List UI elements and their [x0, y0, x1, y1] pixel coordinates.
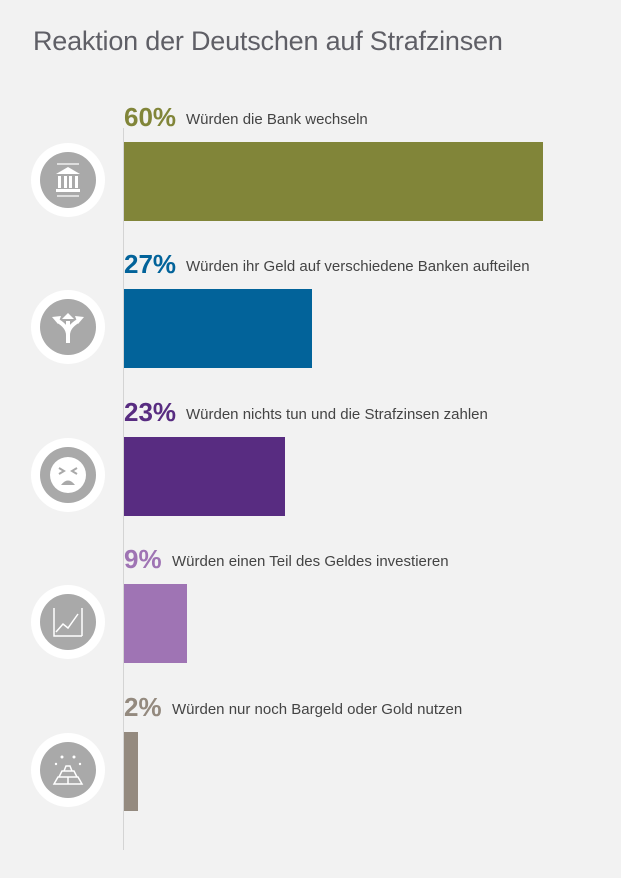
icon-badge [31, 290, 105, 364]
percent-label: 60% [124, 102, 177, 132]
bar [124, 142, 543, 221]
percent-label: 9% [124, 544, 162, 574]
bar-row: 9% Würden einen Teil des Geldes investier… [0, 544, 621, 684]
gold-bars-icon [52, 755, 84, 785]
bar [124, 289, 313, 368]
bar-row: 23% Würden nichts tun und die Strafzinsen… [0, 397, 621, 537]
bar [124, 437, 285, 516]
icon-badge [31, 438, 105, 512]
bar-row: 27% Würden ihr Geld auf verschiedene Bank… [0, 249, 621, 389]
category-label: Würden nichts tun und die Strafzinsen za… [186, 406, 488, 423]
investment-chart-icon [53, 608, 83, 637]
icon-badge [31, 585, 105, 659]
bar-row: 60% Würden die Bank wechseln [0, 102, 621, 242]
icon-badge [31, 143, 105, 217]
bar [124, 584, 187, 663]
bar [124, 732, 138, 811]
category-label: Würden ihr Geld auf verschiedene Banken … [186, 258, 530, 275]
category-label: Würden einen Teil des Geldes investieren [172, 553, 449, 570]
axis-line [123, 128, 124, 850]
category-label: Würden die Bank wechseln [186, 111, 368, 128]
category-label: Würden nur noch Bargeld oder Gold nutzen [172, 701, 463, 718]
split-arrows-icon [52, 313, 84, 343]
frustrated-face-icon [50, 457, 86, 493]
bank-icon [56, 163, 80, 197]
percent-label: 2% [124, 692, 162, 722]
percent-label: 27% [124, 249, 177, 279]
icon-badge [31, 733, 105, 807]
percent-label: 23% [124, 397, 177, 427]
bar-row: 2% Würden nur noch Bargeld oder Gold nutz… [0, 692, 621, 832]
chart-title: Reaktion der Deutschen auf Strafzinsen [33, 26, 503, 56]
